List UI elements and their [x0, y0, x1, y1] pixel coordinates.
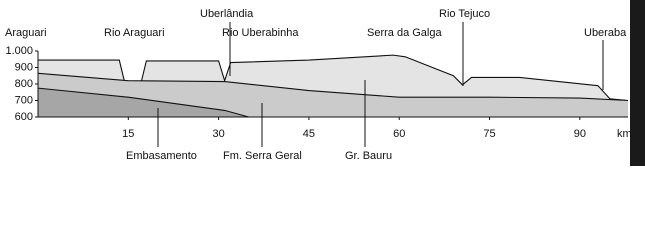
place-label: Uberlândia — [200, 8, 254, 20]
layer-fill — [38, 88, 249, 117]
x-tick-label: 75 — [483, 128, 495, 140]
layer-label: Fm. Serra Geral — [223, 150, 302, 162]
profile-chart: Araguari Rio Araguari Uberlândia Rio Ube… — [5, 0, 645, 166]
place-label: Rio Tejuco — [439, 8, 490, 20]
x-tick-label: 15 — [122, 128, 134, 140]
x-tick-label: 60 — [393, 128, 405, 140]
y-tick-label: 600 — [15, 111, 33, 123]
place-label: Uberaba — [584, 27, 627, 39]
place-label: Rio Uberabinha — [222, 27, 299, 39]
page: {"chart_data": { "type": "profile", "xla… — [5, 0, 645, 166]
layer-top — [37, 72, 629, 102]
place-label: Serra da Galga — [367, 27, 442, 39]
layer-label: Embasamento — [126, 150, 197, 162]
x-tick-label: 45 — [303, 128, 315, 140]
x-tick-label: 30 — [212, 128, 224, 140]
y-tick-label: 800 — [15, 78, 33, 90]
y-tick-label: 1.000 — [5, 45, 33, 57]
x-tick-label: 90 — [574, 128, 586, 140]
layer-top — [37, 87, 249, 118]
x-axis-label: km — [617, 128, 632, 140]
edge-strip — [630, 0, 645, 166]
place-label: Rio Araguari — [104, 27, 165, 39]
layer-label: Gr. Bauru — [345, 150, 392, 162]
layers — [37, 54, 629, 118]
y-tick-label: 700 — [15, 94, 33, 106]
place-label: Araguari — [5, 27, 47, 39]
y-tick-label: 900 — [15, 61, 33, 73]
